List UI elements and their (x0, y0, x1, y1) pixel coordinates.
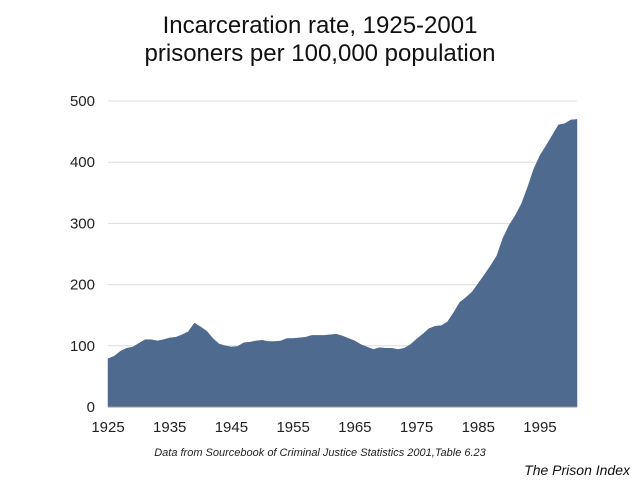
source-note: Data from Sourcebook of Criminal Justice… (154, 447, 486, 459)
y-axis-ticks: 0 100 200 300 400 500 (70, 93, 95, 416)
x-tick-label: 1965 (338, 419, 371, 436)
chart-title-block: Incarceration rate, 1925-2001 prisoners … (0, 12, 640, 68)
x-tick-label: 1995 (523, 419, 556, 436)
y-tick-label: 400 (70, 154, 95, 171)
x-tick-label: 1975 (400, 419, 433, 436)
chart-title: Incarceration rate, 1925-2001 (162, 12, 478, 39)
x-axis-ticks: 1925 1935 1945 1955 1965 1975 1985 1995 (91, 419, 556, 436)
x-tick-label: 1945 (215, 419, 248, 436)
x-tick-label: 1985 (462, 419, 495, 436)
y-tick-label: 0 (87, 399, 95, 416)
y-tick-label: 200 (70, 277, 95, 294)
y-tick-label: 300 (70, 215, 95, 232)
brand-label: The Prison Index (524, 462, 630, 478)
y-tick-label: 100 (70, 338, 95, 355)
plot-area (107, 119, 578, 408)
x-tick-label: 1935 (153, 419, 186, 436)
x-tick-label: 1925 (91, 419, 124, 436)
y-tick-label: 500 (70, 93, 95, 110)
series-area (107, 119, 578, 408)
x-tick-label: 1955 (276, 419, 309, 436)
chart-subtitle: prisoners per 100,000 population (144, 40, 496, 67)
